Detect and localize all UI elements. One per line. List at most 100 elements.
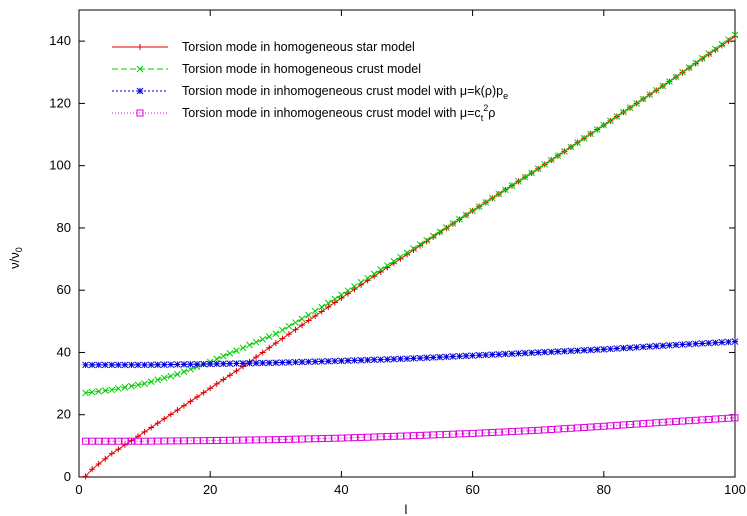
data-point: [521, 173, 529, 181]
data-point: [502, 186, 509, 194]
data-point: [705, 339, 713, 347]
data-point: [324, 434, 332, 442]
data-point: [508, 182, 516, 189]
data-point: [167, 437, 175, 445]
legend-label: Torsion mode in homogeneous star model: [182, 40, 415, 54]
data-point: [338, 357, 345, 365]
data-point: [88, 437, 96, 445]
data-point: [305, 311, 312, 319]
data-point: [246, 359, 253, 367]
data-point: [377, 266, 385, 274]
data-point: [272, 436, 280, 444]
data-point: [357, 356, 365, 364]
legend-entry: Torsion mode in homogeneous crust model: [112, 62, 421, 76]
data-point: [646, 91, 654, 99]
data-point: [305, 317, 312, 324]
data-point: [574, 139, 581, 146]
legend-label: Torsion mode in homogeneous crust model: [182, 62, 421, 76]
data-point: [383, 355, 391, 363]
data-point: [436, 353, 444, 361]
data-point: [672, 417, 680, 425]
data-point: [449, 353, 457, 360]
data-point: [580, 423, 588, 431]
data-point: [89, 466, 96, 473]
data-point: [115, 446, 122, 453]
data-point: [567, 347, 575, 355]
data-point: [265, 333, 273, 340]
data-point: [534, 349, 542, 356]
data-point: [508, 428, 516, 436]
data-point: [95, 437, 103, 445]
data-point: [383, 262, 391, 269]
x-tick-label: 80: [597, 482, 611, 497]
data-point: [652, 342, 660, 350]
data-point: [121, 441, 128, 448]
data-point: [665, 418, 673, 426]
data-point: [541, 161, 549, 168]
data-point: [259, 436, 267, 444]
data-point: [147, 378, 155, 386]
data-point: [233, 347, 240, 354]
x-tick-label: 0: [75, 482, 82, 497]
data-point: [423, 236, 431, 244]
data-point: [200, 437, 208, 445]
data-point: [219, 352, 227, 360]
data-point: [298, 435, 306, 443]
data-point: [252, 359, 260, 367]
data-point: [436, 228, 444, 236]
data-point: [534, 165, 542, 173]
data-point: [128, 361, 135, 369]
data-point: [324, 357, 332, 365]
data-point: [298, 315, 306, 323]
data-point: [141, 380, 148, 387]
data-point: [561, 347, 568, 355]
data-point: [692, 59, 699, 67]
data-point: [121, 361, 129, 369]
data-point: [410, 245, 417, 252]
data-point: [357, 433, 365, 441]
data-point: [338, 291, 345, 299]
data-point: [429, 232, 437, 240]
data-point: [659, 418, 667, 426]
data-point: [449, 220, 457, 227]
data-point: [134, 437, 142, 445]
data-point: [292, 326, 299, 333]
legend-marker: [136, 109, 144, 117]
data-point: [383, 433, 391, 441]
legend-label: Torsion mode in inhomogeneous crust mode…: [182, 103, 495, 123]
data-point: [633, 420, 641, 428]
data-point: [462, 430, 470, 438]
legend-marker: [137, 44, 143, 50]
data-point: [272, 330, 280, 338]
data-point: [561, 147, 568, 155]
data-point: [226, 360, 234, 367]
data-point: [193, 360, 201, 368]
data-point: [265, 359, 273, 367]
data-point: [219, 436, 227, 444]
data-point: [587, 423, 595, 431]
plot-frame: [78, 9, 736, 478]
data-point: [226, 350, 234, 357]
y-tick-label: 120: [49, 95, 71, 110]
data-point: [364, 274, 371, 282]
data-point: [344, 287, 352, 295]
data-point: [560, 425, 568, 433]
data-point: [154, 437, 162, 445]
data-point: [679, 417, 687, 425]
data-point: [613, 421, 621, 429]
data-point: [272, 359, 280, 367]
data-point: [600, 121, 608, 129]
data-point: [731, 414, 739, 422]
data-point: [338, 294, 345, 301]
data-point: [232, 436, 240, 444]
data-point: [108, 361, 116, 369]
series-3: [82, 338, 739, 369]
data-point: [318, 308, 325, 315]
data-point: [515, 350, 522, 357]
data-point: [731, 338, 739, 345]
data-point: [606, 422, 614, 430]
data-point: [285, 331, 292, 338]
data-point: [528, 169, 535, 177]
data-point: [502, 350, 509, 358]
data-point: [292, 319, 299, 326]
